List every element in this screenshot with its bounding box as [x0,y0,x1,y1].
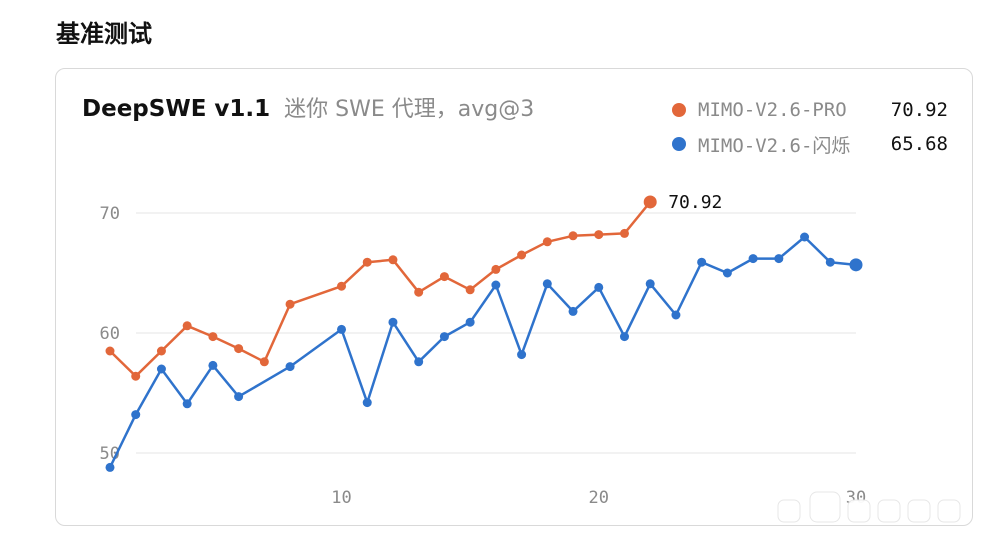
legend-item-flash[interactable]: MIMO-V2.6-闪烁 65.68 [672,127,948,161]
data-point-1 [362,398,372,408]
data-point-1 [697,257,707,267]
data-point-1 [645,279,655,289]
data-point-1 [156,364,166,374]
data-point-0 [105,346,115,356]
data-point-0 [491,264,501,274]
data-point-1 [849,258,863,272]
data-point-0 [517,250,527,260]
section-title: 基准测试 [56,20,152,48]
data-point-0 [182,321,192,331]
data-point-0 [156,346,166,356]
data-point-0 [439,272,449,282]
chart-card: DeepSWE v1.1 迷你 SWE 代理，avg@3 MIMO-V2.6-P… [55,68,973,526]
data-point-0 [337,281,347,291]
legend-value-pro: 70.92 [890,99,948,121]
data-point-1 [517,350,527,360]
y-tick-label: 70 [100,204,120,224]
data-point-0 [643,195,657,209]
data-point-1 [337,324,347,334]
chart-subtitle: 迷你 SWE 代理，avg@3 [284,97,535,122]
data-point-1 [388,317,398,327]
data-point-0 [259,357,269,367]
data-point-1 [542,279,552,289]
data-point-1 [439,332,449,342]
data-point-1 [105,462,115,472]
data-point-1 [671,310,681,320]
data-point-1 [414,357,424,367]
data-point-0 [388,255,398,265]
data-point-1 [234,392,244,402]
data-point-1 [182,399,192,409]
data-point-0 [594,230,604,240]
data-point-1 [619,332,629,342]
data-point-1 [800,232,810,242]
data-point-1 [491,280,501,290]
chart-legend: MIMO-V2.6-PRO 70.92 MIMO-V2.6-闪烁 65.68 [672,93,948,161]
data-point-1 [131,410,141,420]
legend-marker-pro [672,103,686,117]
legend-label-flash: MIMO-V2.6-闪烁 [698,134,851,157]
data-point-1 [208,360,218,370]
series-line-1 [108,235,857,468]
data-point-1 [825,257,835,267]
data-point-0 [285,299,295,309]
data-point-0 [362,257,372,267]
data-point-1 [748,254,758,264]
data-point-1 [568,306,578,316]
data-point-1 [465,317,475,327]
series-line-0 [109,201,652,378]
data-label-pro-final: 70.92 [668,192,722,213]
data-point-0 [619,228,629,238]
x-tick-label: 20 [589,488,609,508]
data-point-0 [465,285,475,295]
data-point-1 [285,362,295,372]
legend-label-pro: MIMO-V2.6-PRO [698,99,847,121]
data-point-0 [414,287,424,297]
watermark-logo [777,491,961,523]
legend-value-flash: 65.68 [890,133,948,155]
chart-header: DeepSWE v1.1 迷你 SWE 代理，avg@3 [82,91,534,123]
data-point-0 [568,231,578,241]
data-point-0 [208,332,218,342]
data-point-1 [594,282,604,292]
data-point-0 [131,371,141,381]
chart-title: DeepSWE v1.1 [82,96,271,122]
y-tick-label: 60 [100,324,120,344]
legend-item-pro[interactable]: MIMO-V2.6-PRO 70.92 [672,93,948,127]
data-point-0 [542,237,552,247]
data-point-0 [234,344,244,354]
x-tick-label: 10 [331,488,351,508]
legend-marker-flash [672,137,686,151]
data-point-1 [722,268,732,278]
data-point-1 [774,254,784,264]
